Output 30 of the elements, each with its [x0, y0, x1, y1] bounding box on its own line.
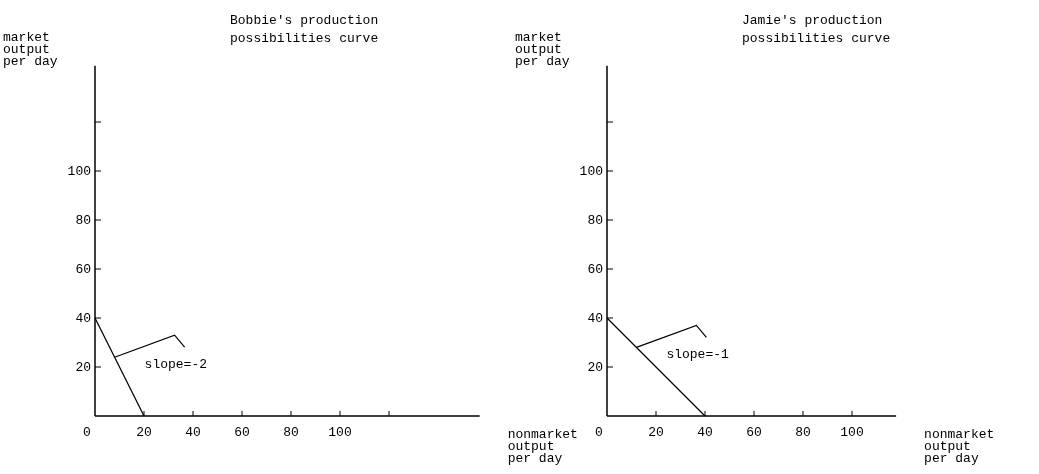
x-tick-label: 20 [648, 425, 664, 440]
y-tick-label: 20 [75, 360, 91, 375]
annotation: slope=-1 [666, 347, 730, 363]
x-axis-title: nonmarket output per day [924, 427, 995, 466]
y-tick-label: 60 [75, 262, 91, 277]
x-tick-label: 80 [795, 425, 811, 440]
y-tick-label: 60 [587, 262, 603, 277]
y-tick-label: 100 [67, 164, 91, 179]
x-tick-label: 60 [746, 425, 762, 440]
y-tick-label: 80 [75, 213, 91, 228]
x-tick-label: 80 [283, 425, 299, 440]
y-tick-label: 80 [587, 213, 603, 228]
annotation: slope=-2 [144, 357, 208, 373]
chart-title: Bobbie's production possibilities curve [230, 13, 379, 46]
y-axis-title: market output per day [3, 29, 58, 69]
y-axis-title: market output per day [515, 29, 570, 69]
x-tick-label: 0 [595, 425, 603, 440]
x-tick-label: 60 [234, 425, 250, 440]
x-tick-label: 40 [697, 425, 713, 440]
x-tick-label: 20 [136, 425, 152, 440]
chart-title: Jamie's production possibilities curve [742, 13, 891, 46]
x-tick-label: 100 [840, 425, 864, 440]
x-axis-title: nonmarket output per day [507, 427, 578, 466]
x-tick-label: 40 [185, 425, 201, 440]
y-tick-label: 20 [587, 360, 603, 375]
y-tick-label: 40 [75, 311, 91, 326]
y-tick-label: 40 [587, 311, 603, 326]
y-tick-label: 100 [579, 164, 603, 179]
x-tick-label: 0 [83, 425, 91, 440]
x-tick-label: 100 [328, 425, 352, 440]
